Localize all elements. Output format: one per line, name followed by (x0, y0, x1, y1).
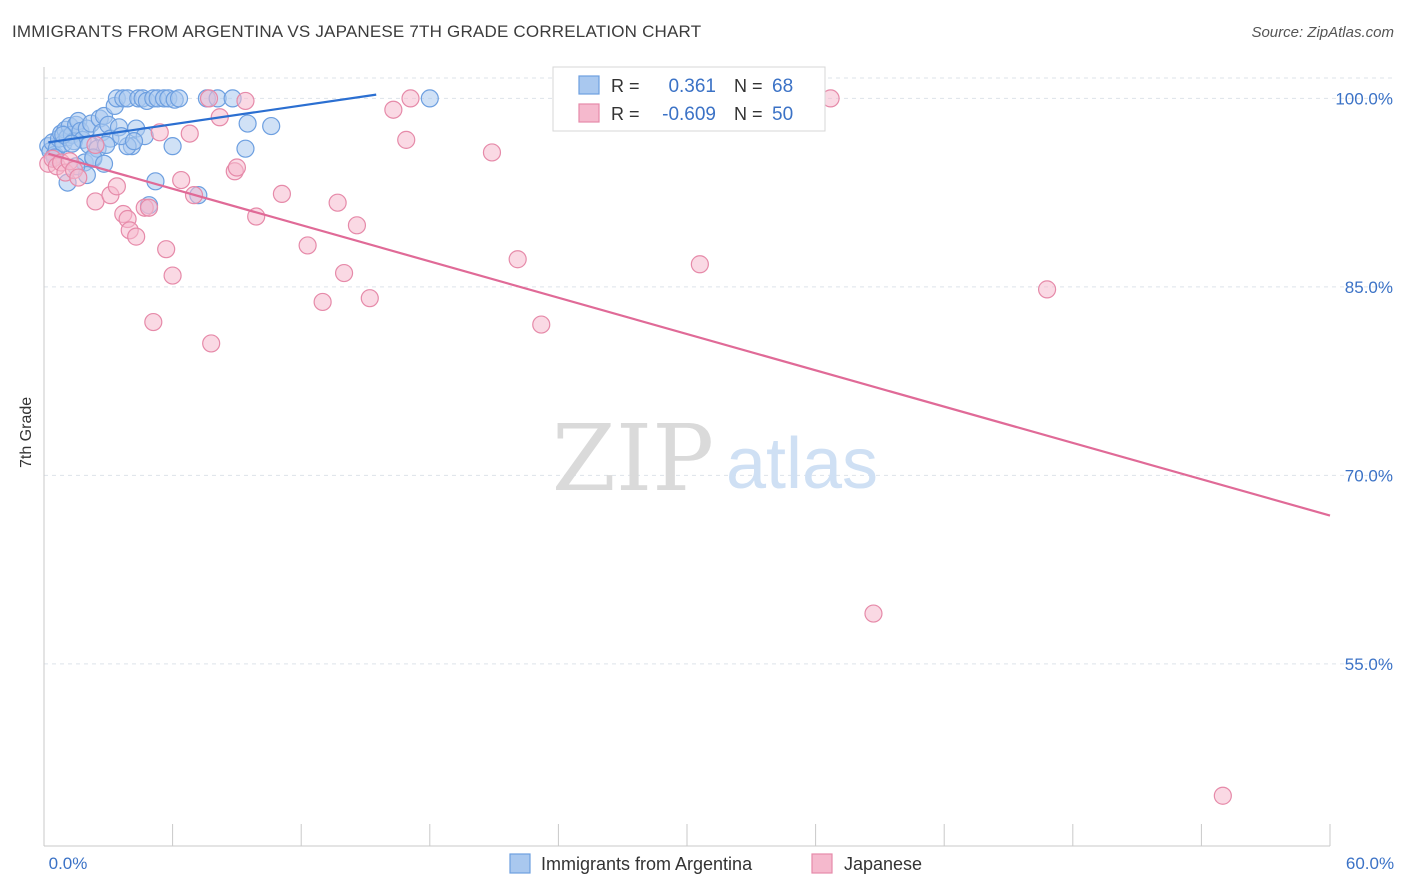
stats-n-label-japanese: N = (734, 104, 763, 124)
stats-r-label-argentina: R = (611, 76, 640, 96)
point-japanese-33 (298, 236, 317, 255)
stats-n-value-argentina: 68 (772, 76, 793, 97)
point-japanese-23 (180, 124, 199, 143)
stats-r-value-argentina: 0.361 (668, 76, 716, 97)
point-argentina-59 (163, 137, 182, 156)
series-legend-label-argentina: Immigrants from Argentina (541, 854, 753, 874)
point-japanese-11 (107, 177, 126, 196)
y-tick-label-3: 55.0% (1345, 655, 1393, 674)
point-japanese-39 (384, 100, 403, 119)
point-japanese-19 (150, 123, 169, 142)
x-tick-label-min: 0.0% (49, 854, 88, 873)
stats-r-label-japanese: R = (611, 104, 640, 124)
point-japanese-35 (328, 193, 347, 212)
trend-line-japanese (47, 152, 1331, 517)
source-credit: Source: ZipAtlas.com (1251, 24, 1394, 41)
series-legend-swatch-japanese (811, 853, 833, 874)
point-japanese-17 (139, 198, 159, 217)
point-japanese-22 (172, 170, 191, 190)
point-japanese-29 (227, 158, 246, 177)
stats-legend: R = 0.361 N = 68 R = -0.609 N = 50 (552, 66, 826, 132)
point-argentina-49 (420, 89, 439, 108)
point-japanese-7 (69, 168, 88, 187)
y-tick-label-0: 100.0% (1335, 89, 1393, 108)
series-legend: Immigrants from Argentina Japanese (509, 853, 922, 874)
point-japanese-48 (864, 604, 883, 623)
y-tick-label-1: 85.0% (1345, 278, 1393, 297)
point-japanese-38 (360, 289, 379, 308)
data-points (39, 89, 1232, 805)
watermark-zip: ZIP (552, 405, 714, 512)
point-argentina-48 (262, 116, 281, 136)
stats-legend-swatch-argentina (578, 75, 600, 95)
point-japanese-42 (482, 143, 502, 162)
gridlines (44, 77, 1392, 665)
point-japanese-47 (1037, 280, 1057, 299)
point-argentina-61 (236, 139, 255, 158)
point-japanese-26 (202, 334, 221, 353)
point-japanese-21 (163, 266, 182, 285)
point-japanese-34 (313, 292, 332, 312)
chart-title: IMMIGRANTS FROM ARGENTINA VS JAPANESE 7T… (12, 22, 702, 41)
point-argentina-43 (169, 89, 189, 108)
point-japanese-20 (157, 240, 176, 259)
point-japanese-36 (334, 263, 354, 283)
trend-lines (47, 93, 1331, 517)
watermark-atlas: atlas (726, 424, 878, 504)
series-legend-swatch-argentina (509, 853, 531, 874)
stats-n-value-japanese: 50 (772, 104, 793, 125)
series-legend-label-japanese: Japanese (844, 854, 922, 874)
point-japanese-49 (1213, 786, 1232, 805)
point-japanese-45 (690, 255, 709, 274)
point-japanese-18 (144, 312, 163, 332)
y-tick-label-2: 70.0% (1345, 466, 1393, 485)
y-tick-labels: 100.0% 85.0% 70.0% 55.0% (1335, 89, 1393, 673)
x-tick-label-max: 60.0% (1346, 854, 1394, 873)
point-japanese-41 (401, 89, 420, 108)
point-argentina-47 (238, 114, 257, 133)
point-japanese-8 (86, 135, 105, 154)
stats-r-value-japanese: -0.609 (662, 104, 716, 125)
axes (43, 67, 1331, 847)
point-japanese-15 (127, 227, 146, 246)
point-japanese-44 (532, 315, 551, 334)
point-japanese-30 (236, 91, 255, 111)
point-japanese-37 (347, 216, 367, 235)
watermark: ZIP atlas (552, 405, 878, 512)
point-argentina-67 (124, 132, 144, 151)
point-japanese-43 (508, 250, 527, 269)
point-japanese-25 (199, 89, 219, 108)
stats-n-label-argentina: N = (734, 76, 763, 96)
point-japanese-40 (397, 130, 416, 149)
trend-line-argentina (48, 93, 377, 144)
stats-legend-swatch-japanese (578, 103, 600, 123)
point-japanese-32 (272, 184, 292, 204)
